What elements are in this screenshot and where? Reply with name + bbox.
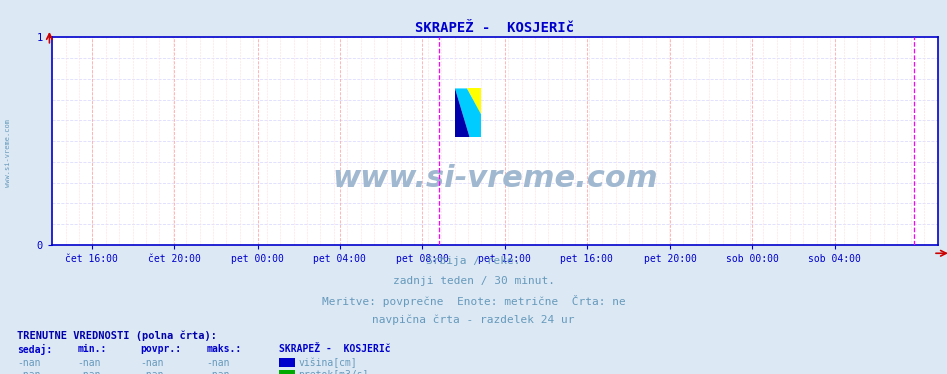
Title: SKRAPEŽ -  KOSJERIč: SKRAPEŽ - KOSJERIč [415,21,575,35]
Polygon shape [467,88,481,115]
Text: -nan: -nan [140,370,164,374]
Text: www.si-vreme.com: www.si-vreme.com [5,119,10,187]
Text: maks.:: maks.: [206,344,241,355]
Text: -nan: -nan [17,370,41,374]
Text: povpr.:: povpr.: [140,344,181,355]
Text: -nan: -nan [17,358,41,368]
Text: zadnji teden / 30 minut.: zadnji teden / 30 minut. [392,276,555,286]
Text: -nan: -nan [140,358,164,368]
Text: -nan: -nan [206,370,230,374]
Text: -nan: -nan [78,358,101,368]
Text: višina[cm]: višina[cm] [298,358,357,368]
Text: www.si-vreme.com: www.si-vreme.com [332,164,657,193]
Text: Meritve: povprečne  Enote: metrične  Črta: ne: Meritve: povprečne Enote: metrične Črta:… [322,295,625,307]
Text: navpična črta - razdelek 24 ur: navpična črta - razdelek 24 ur [372,315,575,325]
Text: sedaj:: sedaj: [17,344,52,355]
Text: -nan: -nan [78,370,101,374]
Text: min.:: min.: [78,344,107,355]
Text: pretok[m3/s]: pretok[m3/s] [298,370,368,374]
Text: Srbija / reke.: Srbija / reke. [426,256,521,266]
Text: -nan: -nan [206,358,230,368]
Text: SKRAPEŽ -  KOSJERIč: SKRAPEŽ - KOSJERIč [279,344,391,355]
Polygon shape [455,88,470,137]
Text: TRENUTNE VREDNOSTI (polna črta):: TRENUTNE VREDNOSTI (polna črta): [17,331,217,341]
Polygon shape [455,88,481,137]
